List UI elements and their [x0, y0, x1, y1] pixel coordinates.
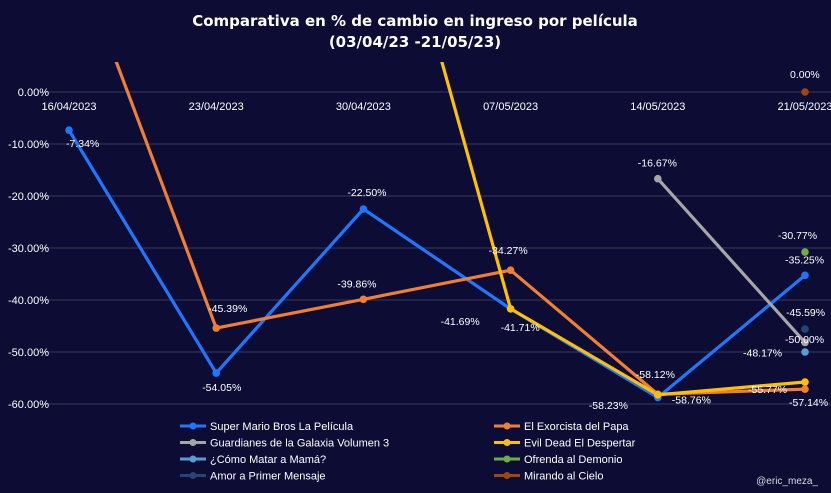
- y-tick-label: -60.00%: [8, 399, 49, 411]
- data-point: [212, 369, 220, 377]
- data-label: -41.69%: [441, 316, 480, 328]
- x-axis-ticks: 16/04/2023 23/04/2023 30/04/2023 07/05/2023…: [41, 101, 831, 113]
- legend-label: Evil Dead El Despertar: [524, 438, 636, 450]
- y-gridlines: [40, 91, 831, 405]
- chart-title: Comparativa en % de cambio en ingreso po…: [192, 12, 638, 30]
- data-point: [801, 348, 809, 356]
- data-point: [801, 385, 809, 393]
- x-tick-label: 14/05/2023: [630, 101, 685, 113]
- series-line: [114, 62, 806, 396]
- series-points: [65, 88, 809, 402]
- data-label: -7.34%: [66, 138, 99, 150]
- data-label: -45.39%: [208, 303, 247, 315]
- x-tick-label: 30/04/2023: [336, 101, 391, 113]
- data-label: -50.00%: [785, 334, 824, 346]
- legend-marker: [503, 422, 511, 430]
- legend-label: Guardianes de la Galaxia Volumen 3: [210, 438, 389, 450]
- data-point: [801, 325, 809, 333]
- data-label: -58.12%: [636, 369, 675, 381]
- data-label: -39.86%: [337, 278, 376, 290]
- data-label: -48.17%: [743, 347, 782, 359]
- data-point: [359, 205, 368, 213]
- legend-label: Ofrenda al Demonio: [524, 454, 622, 466]
- data-label: -58.76%: [672, 395, 711, 407]
- legend-marker: [189, 455, 197, 463]
- y-tick-label: 0.00%: [18, 87, 49, 99]
- credit-text: @eric_meza_: [756, 476, 818, 487]
- legend-marker: [189, 472, 197, 479]
- chart-subtitle: (03/04/23 -21/05/23): [329, 33, 501, 51]
- data-label: -34.27%: [489, 245, 528, 257]
- legend-marker: [503, 455, 511, 463]
- data-label: -58.23%: [589, 400, 628, 412]
- legend-label: Mirando al Cielo: [524, 471, 603, 483]
- data-label: -57.14%: [789, 397, 828, 409]
- data-label: 0.00%: [790, 69, 820, 81]
- data-label: -22.50%: [347, 187, 386, 199]
- legend-label: Super Mario Bros La Película: [210, 421, 354, 433]
- legend: Super Mario Bros La Película El Exorcista…: [180, 421, 636, 483]
- data-point: [506, 266, 515, 275]
- data-point: [801, 378, 809, 386]
- legend-label: El Exorcista del Papa: [524, 421, 629, 433]
- data-point: [654, 390, 662, 399]
- data-point: [654, 174, 662, 183]
- data-point: [801, 338, 809, 347]
- y-tick-label: -20.00%: [8, 191, 49, 203]
- data-label: -35.25%: [785, 254, 824, 266]
- y-axis-ticks: 0.00% -10.00% -20.00% -30.00% -40.00% -50.00%…: [8, 87, 49, 411]
- legend-label: Amor a Primer Mensaje: [210, 471, 326, 483]
- data-point: [801, 248, 809, 256]
- data-point: [359, 295, 368, 304]
- legend-marker: [189, 422, 197, 430]
- y-tick-label: -30.00%: [8, 243, 49, 255]
- data-label: -55.77%: [748, 384, 787, 396]
- series-line: [67, 129, 807, 400]
- series-lines: [67, 62, 807, 400]
- data-label: -16.67%: [638, 158, 677, 170]
- x-tick-label: 21/05/2023: [777, 101, 831, 113]
- data-labels: -7.34% -54.05% -22.50% -41.71% -58.76% -35.25…: [66, 69, 828, 412]
- series-line: [440, 62, 806, 397]
- y-tick-label: -10.00%: [8, 139, 49, 151]
- data-point: [65, 126, 73, 134]
- legend-label: ¿Cómo Matar a Mamá?: [210, 454, 326, 466]
- data-point: [801, 88, 809, 96]
- data-point: [212, 324, 220, 332]
- x-tick-label: 23/04/2023: [189, 101, 244, 113]
- data-label: -30.77%: [778, 230, 817, 242]
- data-label: -41.71%: [501, 322, 540, 334]
- y-tick-label: -40.00%: [8, 295, 49, 307]
- legend-marker: [189, 439, 197, 446]
- series-line: [656, 177, 807, 344]
- x-tick-label: 07/05/2023: [483, 101, 538, 113]
- data-label: -45.59%: [786, 307, 825, 319]
- y-tick-label: -50.00%: [8, 347, 49, 359]
- data-label: -54.05%: [202, 382, 241, 394]
- legend-marker: [503, 472, 511, 479]
- legend-marker: [503, 439, 511, 446]
- data-point: [506, 304, 515, 313]
- data-point: [801, 271, 809, 280]
- x-tick-label: 16/04/2023: [41, 101, 96, 113]
